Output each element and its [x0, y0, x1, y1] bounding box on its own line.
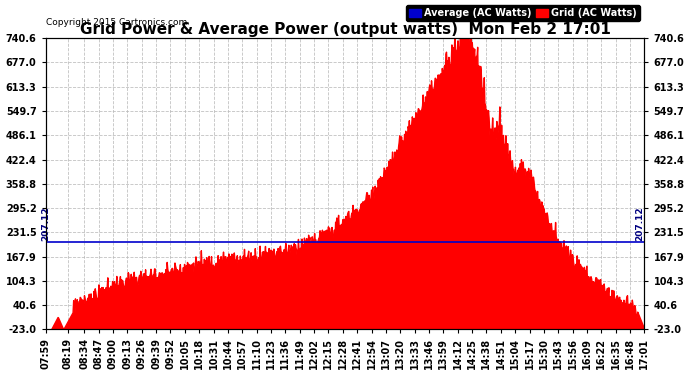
Legend: Average (AC Watts), Grid (AC Watts): Average (AC Watts), Grid (AC Watts) — [406, 5, 640, 21]
Text: 207.12: 207.12 — [635, 206, 644, 241]
Title: Grid Power & Average Power (output watts)  Mon Feb 2 17:01: Grid Power & Average Power (output watts… — [79, 22, 611, 37]
Text: 207.12: 207.12 — [41, 206, 50, 241]
Text: Copyright 2015 Cartronics.com: Copyright 2015 Cartronics.com — [46, 18, 187, 27]
